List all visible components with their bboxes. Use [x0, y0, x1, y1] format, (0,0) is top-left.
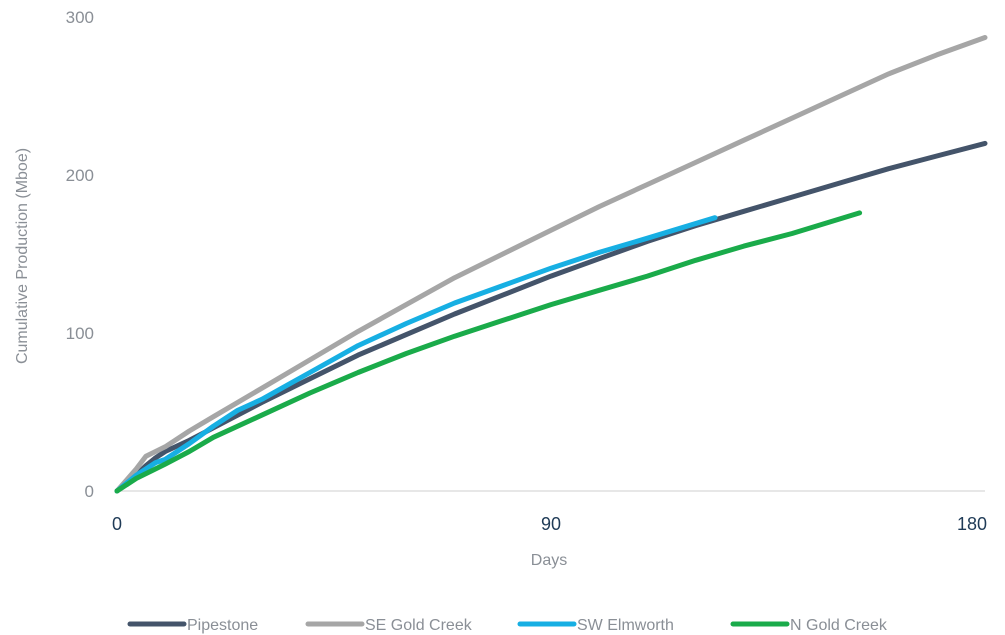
x-tick-label: 0	[112, 514, 122, 534]
legend-item-n-gold-creek: N Gold Creek	[730, 617, 888, 634]
legend-item-se-gold-creek: SE Gold Creek	[305, 617, 473, 634]
y-tick-label: 200	[66, 166, 94, 185]
y-axis-title: Cumulative Production (Mboe)	[14, 148, 31, 364]
legend-item-pipestone: Pipestone	[127, 617, 258, 634]
series-line-pipestone	[114, 140, 988, 494]
legend-item-sw-elmworth: SW Elmworth	[517, 617, 674, 634]
series-line-se-gold-creek	[114, 35, 988, 494]
series-line-n-gold-creek	[114, 210, 863, 494]
x-axis-title: Days	[531, 552, 567, 569]
y-tick-label: 100	[66, 324, 94, 343]
x-tick-label: 180	[957, 514, 987, 534]
series-line-sw-elmworth	[114, 215, 718, 494]
y-tick-label: 0	[85, 482, 94, 501]
legend-label: N Gold Creek	[790, 617, 888, 634]
y-axis-ticks: 0 100 200 300	[66, 8, 94, 501]
legend-label: SW Elmworth	[577, 617, 674, 634]
x-axis-ticks: 0 90 180	[112, 514, 987, 534]
legend-label: Pipestone	[187, 617, 258, 634]
x-tick-label: 90	[541, 514, 561, 534]
y-tick-label: 300	[66, 8, 94, 27]
series-lines	[114, 35, 988, 494]
legend: Pipestone SE Gold Creek SW Elmworth N Gold …	[127, 617, 888, 634]
legend-label: SE Gold Creek	[365, 617, 473, 634]
